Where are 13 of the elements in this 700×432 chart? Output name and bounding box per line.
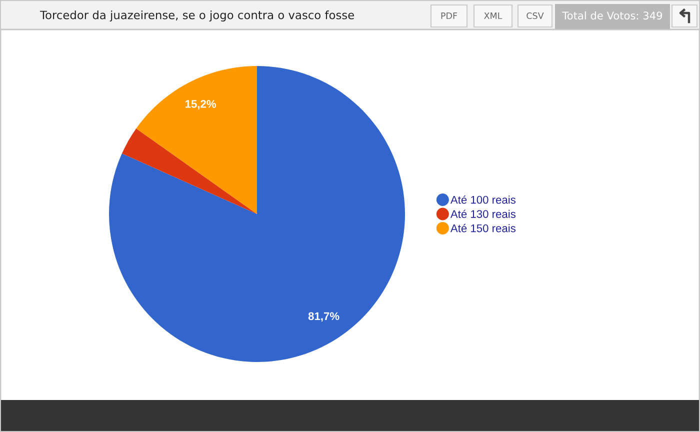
pie-slice	[122, 128, 257, 214]
pie-slice	[136, 66, 257, 214]
text: CSV	[526, 12, 544, 20]
legend-label: Até 130 reais	[450, 210, 516, 218]
text: PDF	[441, 12, 458, 19]
legend-label: Até 100 reais	[450, 195, 516, 204]
data-label: 15,2%	[185, 100, 216, 110]
text: Total de Votos: 349	[562, 11, 662, 20]
pie-slice	[109, 66, 405, 362]
text: XML	[484, 12, 502, 19]
legend-label: Até 150 reais	[450, 224, 516, 232]
chart-title: Torcedor da juazeirense, se o jogo contra o vasco fosse	[40, 10, 354, 22]
data-label: 81,7%	[308, 312, 340, 322]
